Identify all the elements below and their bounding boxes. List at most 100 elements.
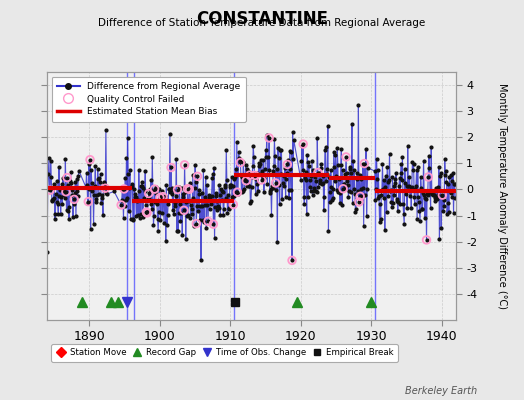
Point <box>338 202 346 208</box>
Point <box>419 190 427 196</box>
Point <box>387 187 395 194</box>
Point <box>50 181 58 187</box>
Point <box>145 190 153 197</box>
Point <box>209 221 217 227</box>
Point <box>449 170 457 176</box>
Point <box>101 185 110 192</box>
Point <box>319 173 328 180</box>
Point <box>101 185 110 192</box>
Point <box>152 190 160 196</box>
Point <box>127 184 135 190</box>
Point <box>97 200 105 207</box>
Point <box>374 195 382 202</box>
Point <box>287 186 295 193</box>
Point <box>429 192 437 198</box>
Point <box>150 186 159 192</box>
Point <box>63 174 71 181</box>
Point <box>59 175 67 181</box>
Point <box>236 158 244 164</box>
Point <box>393 196 401 202</box>
Point <box>142 209 150 215</box>
Point <box>424 153 433 159</box>
Point <box>141 202 150 208</box>
Point <box>187 202 195 208</box>
Point <box>256 161 265 168</box>
Point <box>129 216 138 223</box>
Point <box>138 178 147 185</box>
Point <box>46 187 54 193</box>
Point <box>63 174 71 181</box>
Point <box>358 192 366 199</box>
Point <box>281 165 289 172</box>
Point <box>202 224 211 231</box>
Point <box>86 226 95 232</box>
Point <box>246 172 254 178</box>
Point <box>320 194 329 201</box>
Point <box>299 141 308 147</box>
Point <box>316 165 325 171</box>
Point <box>384 193 392 199</box>
Point <box>331 178 339 184</box>
Point <box>282 176 290 183</box>
Point <box>270 163 278 169</box>
Point <box>221 184 230 190</box>
Point <box>299 141 308 147</box>
Point <box>270 136 279 142</box>
Point <box>100 178 108 185</box>
Point <box>346 166 354 172</box>
Point <box>339 167 347 173</box>
Point <box>69 201 78 208</box>
Point <box>242 178 250 184</box>
Point <box>151 198 159 205</box>
Point <box>101 182 109 188</box>
Point <box>188 211 196 218</box>
Point <box>349 158 357 165</box>
Point <box>139 185 148 192</box>
Point <box>413 216 421 223</box>
Point <box>158 210 167 216</box>
Point <box>427 144 435 150</box>
Point <box>335 189 344 196</box>
Point <box>180 162 189 168</box>
Point <box>233 138 241 145</box>
Point <box>121 203 129 209</box>
Point <box>348 121 356 127</box>
Point <box>191 162 199 168</box>
Point <box>450 181 458 188</box>
Point <box>360 160 368 167</box>
Point <box>214 205 223 211</box>
Point <box>439 208 447 214</box>
Point <box>267 186 275 192</box>
Point <box>430 192 439 198</box>
Point <box>283 161 291 168</box>
Point <box>310 184 318 191</box>
Point <box>132 213 140 219</box>
Point <box>220 182 228 188</box>
Point <box>345 164 354 170</box>
Point <box>362 146 370 152</box>
Point <box>100 180 108 186</box>
Point <box>207 201 215 207</box>
Point <box>379 195 388 202</box>
Point <box>170 200 179 206</box>
Point <box>147 177 155 184</box>
Point <box>352 206 360 212</box>
Point <box>285 194 293 201</box>
Point <box>421 195 430 202</box>
Point <box>259 156 267 163</box>
Point <box>249 154 258 160</box>
Point <box>120 186 128 192</box>
Point <box>64 216 73 223</box>
Point <box>315 170 323 177</box>
Point <box>91 183 99 189</box>
Point <box>185 186 193 192</box>
Point <box>394 208 402 214</box>
Point <box>258 168 266 174</box>
Point <box>336 162 345 169</box>
Point <box>157 192 165 198</box>
Point <box>70 196 79 202</box>
Point <box>73 193 82 200</box>
Point <box>125 208 133 214</box>
Point <box>276 147 285 153</box>
Point <box>160 195 169 202</box>
